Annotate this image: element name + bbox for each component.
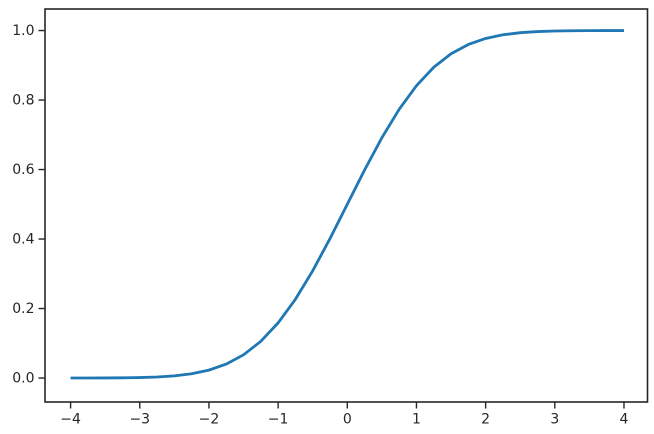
x-axis-tick-label: −2 [199, 412, 220, 428]
y-axis-tick-label: 0.4 [12, 232, 34, 248]
x-axis-tick-label: 2 [481, 412, 490, 428]
y-axis-tick-label: 0.8 [12, 93, 34, 109]
y-axis-tick-label: 1.0 [12, 23, 34, 39]
y-axis-tick-label: 0.0 [12, 371, 34, 387]
y-axis-tick-label: 0.2 [12, 301, 34, 317]
y-axis-tick-label: 0.6 [12, 162, 34, 178]
x-axis-tick-label: −4 [60, 412, 81, 428]
x-axis-tick-label: −3 [129, 412, 150, 428]
x-axis-tick-label: 1 [412, 412, 421, 428]
x-axis-tick-label: 0 [343, 412, 352, 428]
sigmoid-curve-line [70, 29, 624, 380]
x-axis-tick-label: 3 [550, 412, 559, 428]
x-axis-tick-label: 4 [620, 412, 629, 428]
x-axis-tick-label: −1 [268, 412, 289, 428]
